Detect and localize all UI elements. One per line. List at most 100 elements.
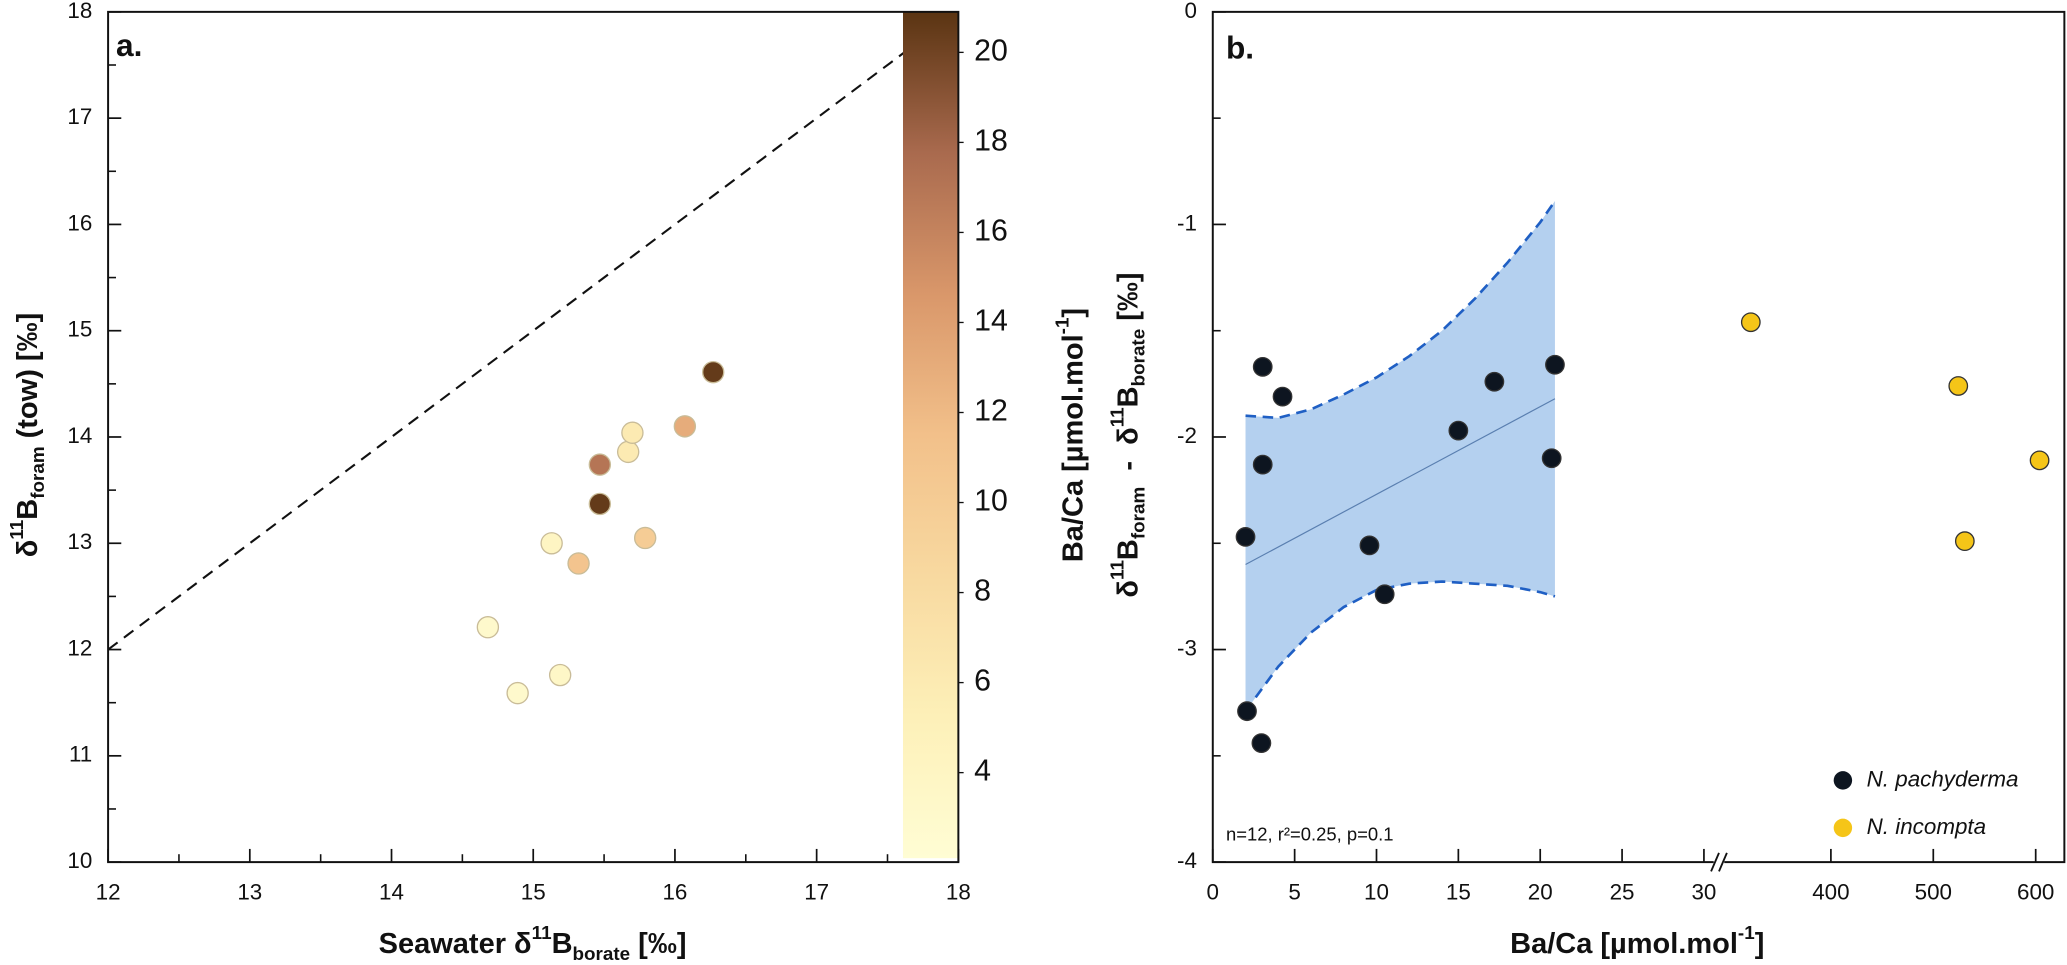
label-part: -1 <box>1052 318 1073 335</box>
y-tick-label: -3 <box>1177 635 1197 660</box>
label-part: 11 <box>6 520 27 540</box>
axis-break <box>1718 852 1728 872</box>
x-tick-label: 400 <box>1812 880 1849 905</box>
label-part: - δ <box>1112 427 1144 486</box>
data-point <box>588 453 612 476</box>
y-tick-label: -4 <box>1177 848 1197 873</box>
plot-frame <box>1211 10 2066 864</box>
data-point <box>1541 448 1562 469</box>
label-part: ] <box>1755 928 1765 960</box>
data-point <box>633 526 657 550</box>
x-axis-label: Seawater δ11Bborate [‰] <box>379 923 687 965</box>
label-part: Seawater δ <box>379 928 532 960</box>
x-tick-label: 16 <box>662 880 687 905</box>
label-part: δ <box>1112 580 1144 598</box>
colorbar-tick-label: 8 <box>974 575 991 608</box>
axis-break <box>1710 852 1720 872</box>
data-point <box>1948 376 1969 396</box>
label-part: borate <box>573 944 631 965</box>
data-point <box>1251 733 1272 753</box>
band-edge <box>1244 580 1556 712</box>
label-part: foram <box>1128 487 1149 539</box>
colorbar-tick-label: 20 <box>974 34 1008 67</box>
data-point <box>1237 701 1257 722</box>
label-part: δ <box>12 540 44 558</box>
label-part: [‰] <box>630 928 686 960</box>
x-tick-label: 15 <box>1446 880 1471 905</box>
colorbar-tick-label: 16 <box>974 214 1008 247</box>
data-point <box>616 440 640 464</box>
label-part: Ba/Ca [µmol.mol <box>1510 928 1738 960</box>
colorbar-tick-label: 14 <box>974 304 1008 337</box>
x-tick-label: 0 <box>1207 880 1219 905</box>
data-point <box>2029 450 2050 471</box>
legend-marker <box>1833 771 1853 790</box>
data-point <box>1235 527 1256 547</box>
label-part: B <box>552 928 573 960</box>
x-tick-label: 15 <box>521 880 546 905</box>
annotation: n=12, r²=0.25, p=0.1 <box>1226 824 1394 845</box>
panel-label: b. <box>1226 29 1254 65</box>
legend-label: N. pachyderma <box>1867 766 2019 791</box>
label-part: ] <box>1057 308 1089 318</box>
x-tick-label: 18 <box>946 880 971 905</box>
y-tick-label: 0 <box>1185 0 1197 23</box>
y-tick-label: 17 <box>67 104 92 129</box>
data-point <box>540 532 563 555</box>
label-part: -1 <box>1738 923 1755 944</box>
label-part: 11 <box>1107 407 1128 427</box>
x-axis-label: Ba/Ca [µmol.mol-1] <box>1510 923 1764 960</box>
y-tick-label: -1 <box>1177 210 1197 235</box>
x-tick-label: 20 <box>1528 880 1553 905</box>
data-point <box>567 552 590 575</box>
legend-marker <box>1833 818 1853 838</box>
colorbar-tick-label: 6 <box>974 665 991 698</box>
colorbar-tick-label: 12 <box>974 395 1008 428</box>
y-tick-label: 10 <box>67 848 92 873</box>
label-part: B <box>1112 539 1144 560</box>
y-tick-label: 18 <box>67 0 92 23</box>
x-tick-label: 30 <box>1691 880 1716 905</box>
x-tick-label: 600 <box>2017 880 2054 905</box>
colorbar-tick-label: 18 <box>974 124 1008 157</box>
label-part: 11 <box>532 923 552 944</box>
x-tick-label: 500 <box>1915 880 1952 905</box>
data-point <box>1272 386 1293 407</box>
data-point <box>1448 420 1469 441</box>
x-tick-label: 14 <box>379 880 404 905</box>
label-part: 11 <box>1107 560 1128 580</box>
plot-frame <box>107 10 960 864</box>
data-point <box>476 616 500 639</box>
label-part: foram <box>27 446 48 498</box>
panel-label: a. <box>116 27 142 63</box>
data-point <box>1545 354 1565 375</box>
label-part: B <box>1112 386 1144 407</box>
y-tick-label: 15 <box>67 317 92 342</box>
label-part: B <box>12 499 44 520</box>
data-point <box>621 421 644 444</box>
colorbar <box>902 11 959 859</box>
x-tick-label: 10 <box>1364 880 1389 905</box>
y-tick-label: -2 <box>1177 423 1197 448</box>
label-part: Ba/Ca [µmol.mol <box>1057 334 1089 562</box>
x-tick-label: 25 <box>1610 880 1635 905</box>
data-point <box>548 663 572 687</box>
data-point <box>673 415 697 438</box>
x-tick-label: 12 <box>96 880 121 905</box>
data-point <box>1252 356 1273 377</box>
y-tick-label: 11 <box>69 742 92 767</box>
axis-break-gap <box>1713 859 1725 865</box>
data-point <box>1359 535 1380 556</box>
y-axis-label: δ11Bforam - δ11Bborate [‰] <box>1107 272 1149 597</box>
x-tick-label: 17 <box>804 880 829 905</box>
y-tick-label: 16 <box>67 210 92 235</box>
data-point <box>506 681 529 705</box>
y-tick-label: 13 <box>67 529 92 554</box>
label-part: borate <box>1128 329 1149 387</box>
y-tick-label: 12 <box>67 635 92 660</box>
colorbar-tick-label: 4 <box>974 755 991 788</box>
x-tick-label: 13 <box>237 880 262 905</box>
label-part: [‰] <box>1112 272 1144 328</box>
